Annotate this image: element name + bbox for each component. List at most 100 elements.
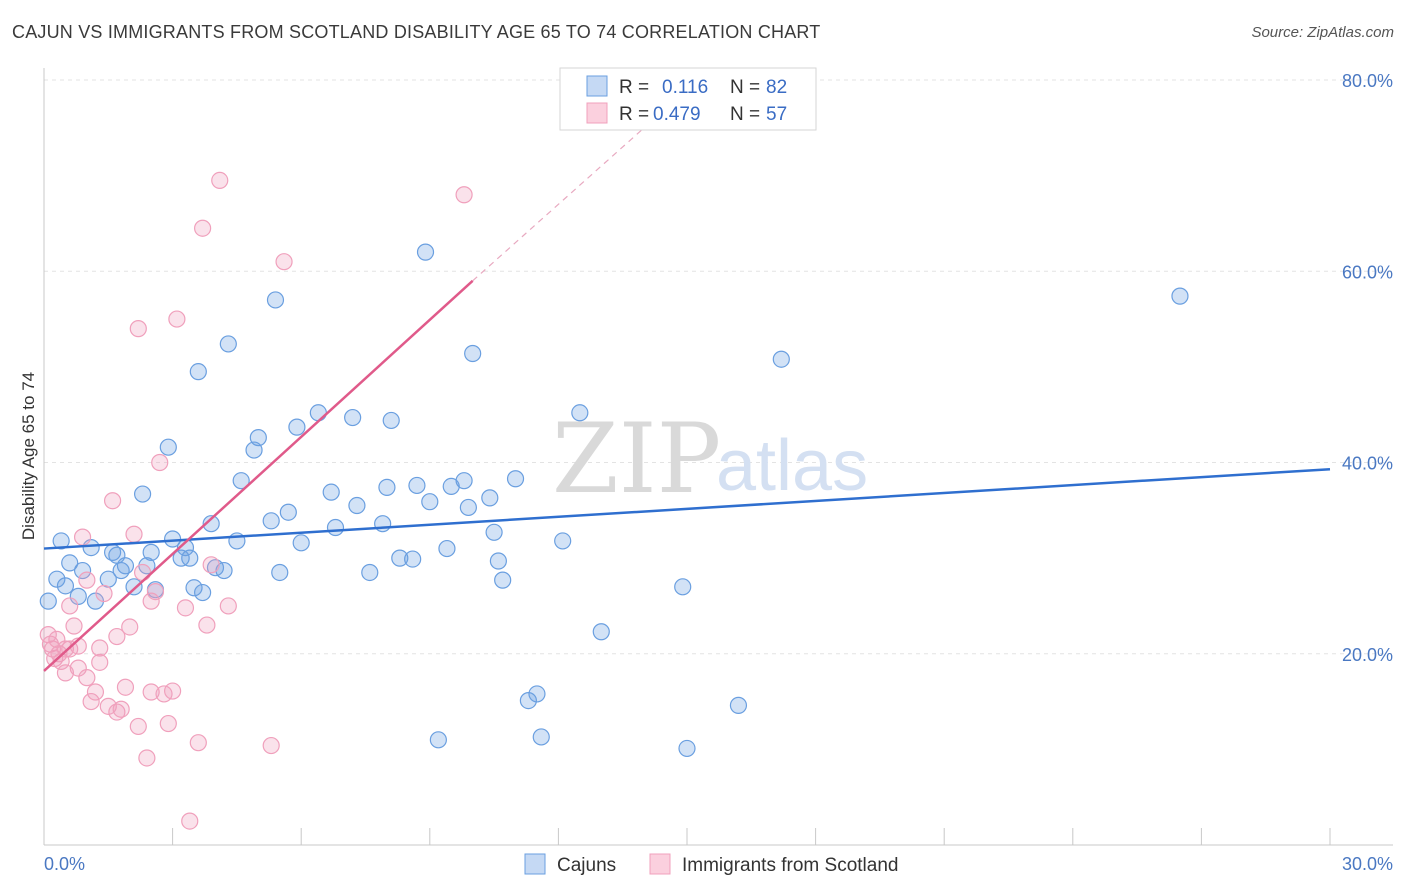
scotland-point xyxy=(133,563,152,582)
scotland-point xyxy=(138,749,156,767)
bottom-legend-swatch-scotland xyxy=(649,853,671,875)
scotland-point xyxy=(142,592,160,610)
bottom-legend: Cajuns Immigrants from Scotland xyxy=(524,853,898,876)
cajuns-point xyxy=(344,408,362,427)
cajuns-point xyxy=(133,485,152,503)
x-ticks xyxy=(172,828,1331,845)
cajuns-point xyxy=(185,579,203,597)
scotland-point xyxy=(125,525,143,543)
cajuns-point xyxy=(361,563,379,582)
cajuns-point xyxy=(481,489,499,507)
scotland-point xyxy=(181,812,199,830)
cajuns-point xyxy=(378,478,396,496)
scotland-trendline-extension xyxy=(472,108,666,282)
cajuns-point xyxy=(125,578,143,596)
scotland-point xyxy=(194,219,212,237)
scotland-point xyxy=(121,618,139,636)
y-tick-label-20: 20.0% xyxy=(1342,645,1393,665)
cajuns-point xyxy=(348,496,366,515)
series-scotland-points xyxy=(39,171,473,830)
cajuns-point xyxy=(219,335,237,353)
scotland-trendline xyxy=(43,279,474,672)
chart-title: CAJUN VS IMMIGRANTS FROM SCOTLAND DISABI… xyxy=(12,22,821,42)
cajuns-point xyxy=(189,363,207,381)
scotland-point xyxy=(112,700,130,718)
cajuns-point xyxy=(309,404,327,422)
cajuns-point xyxy=(1171,287,1189,305)
scotland-point xyxy=(69,659,87,677)
cajuns-point xyxy=(485,523,503,541)
scotland-point xyxy=(142,683,160,701)
bottom-legend-label-scotland: Immigrants from Scotland xyxy=(682,855,898,876)
cajuns-point xyxy=(404,550,422,568)
y-tick-label-40: 40.0% xyxy=(1342,454,1393,474)
cajuns-point xyxy=(519,692,537,710)
scotland-point xyxy=(129,320,147,338)
cajuns-point xyxy=(61,554,79,572)
scotland-point xyxy=(86,683,105,701)
scotland-point xyxy=(91,653,109,671)
legend-r-label-1: R = xyxy=(619,104,649,125)
cajuns-point xyxy=(571,404,589,422)
scotland-point xyxy=(168,310,186,328)
scotland-point xyxy=(108,627,126,646)
legend-n-value-0: 82 xyxy=(766,77,787,98)
gridlines xyxy=(44,79,1393,655)
trendlines xyxy=(43,108,1331,672)
scotland-point xyxy=(99,697,117,715)
scotland-point xyxy=(275,253,293,271)
scotland-point xyxy=(56,664,75,682)
cajuns-point xyxy=(56,577,75,595)
legend-n-label-0: N = xyxy=(730,77,760,98)
cajuns-point xyxy=(592,623,610,641)
legend-n-value-1: 57 xyxy=(766,104,787,125)
legend-swatch-scotland xyxy=(586,102,608,124)
scotland-point xyxy=(129,717,147,736)
cajuns-point xyxy=(262,512,280,530)
cajuns-point xyxy=(202,515,220,533)
cajuns-point xyxy=(249,429,267,447)
y-tick-label-80: 80.0% xyxy=(1342,71,1393,91)
scotland-point xyxy=(103,492,122,510)
legend-r-value-0: 0.116 xyxy=(662,77,708,98)
legend-swatch-cajuns xyxy=(586,75,608,97)
scotland-point xyxy=(146,582,165,601)
cajuns-point xyxy=(729,696,748,714)
cajuns-point xyxy=(159,438,177,456)
cajuns-point xyxy=(288,418,306,436)
scotland-point xyxy=(48,630,66,649)
bottom-legend-label-cajuns: Cajuns xyxy=(557,855,616,876)
cajuns-point xyxy=(408,476,426,495)
cajuns-point xyxy=(73,561,92,580)
cajuns-point xyxy=(69,587,87,605)
cajuns-point xyxy=(116,557,135,575)
cajuns-point xyxy=(322,483,340,501)
cajuns-point xyxy=(266,291,285,309)
scotland-point xyxy=(176,599,195,617)
scotland-point xyxy=(78,571,96,589)
cajuns-point xyxy=(421,493,439,511)
y-tick-label-60: 60.0% xyxy=(1342,262,1393,282)
y-tick-labels: 20.0% 40.0% 60.0% 80.0% xyxy=(1342,71,1393,665)
cajuns-point xyxy=(326,518,345,537)
scotland-point xyxy=(78,669,96,687)
cajuns-point xyxy=(678,739,696,758)
cajuns-point xyxy=(459,498,477,517)
cajuns-point xyxy=(506,470,525,488)
cajuns-point xyxy=(232,472,250,490)
scotland-point xyxy=(262,736,280,755)
scotland-point xyxy=(164,682,182,700)
scotland-point xyxy=(73,528,92,546)
cajuns-point xyxy=(438,539,456,558)
cajuns-point xyxy=(489,552,507,570)
scotland-point xyxy=(95,584,113,603)
legend-r-value-1: 0.479 xyxy=(653,104,701,125)
legend-n-label-1: N = xyxy=(730,104,760,125)
y-axis-title: Disability Age 65 to 74 xyxy=(19,372,38,540)
cajuns-point xyxy=(494,571,512,589)
cajuns-point xyxy=(674,578,692,596)
cajuns-point xyxy=(292,534,310,552)
scotland-point xyxy=(159,714,177,733)
scotland-point xyxy=(91,639,109,657)
cajuns-point xyxy=(464,344,482,363)
